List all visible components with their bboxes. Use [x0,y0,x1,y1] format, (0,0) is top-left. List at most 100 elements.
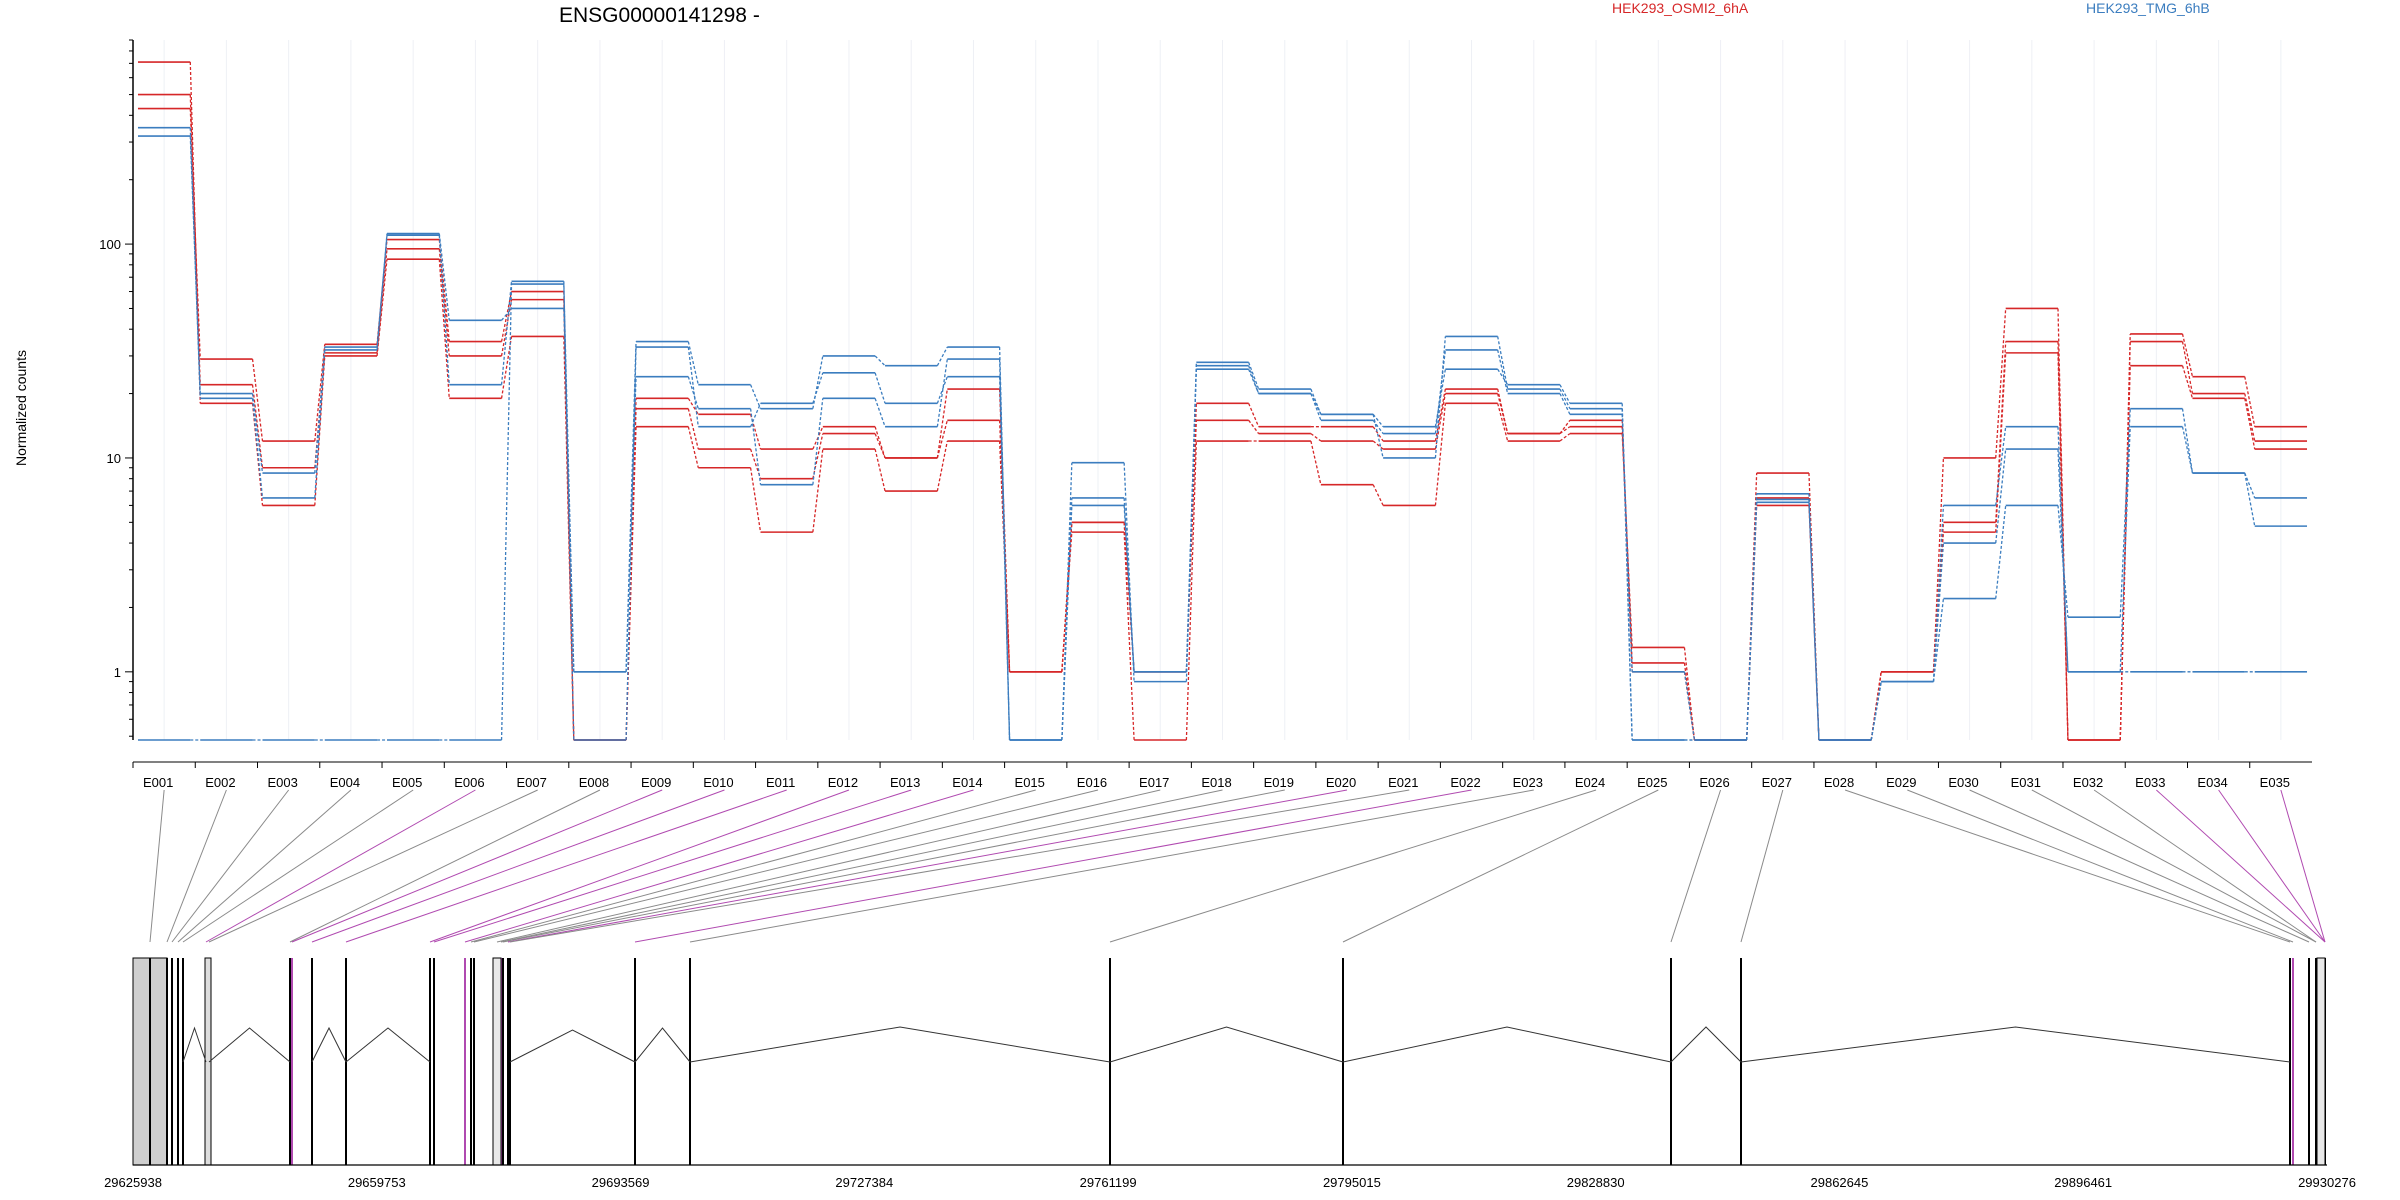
exon-connector [2031,789,2317,943]
intron-line [1342,1026,1672,1063]
series-transition [2119,426,2131,672]
series-transition [1061,497,1073,741]
exon-connector [500,789,1223,943]
x-tick-label: E023 [1513,775,1543,790]
series-transition [874,398,886,427]
x-tick-label: E017 [1139,775,1169,790]
series-transition [1808,499,1820,741]
series-transition [936,388,948,459]
series-transition [812,355,824,409]
x-tick-label: E002 [205,775,235,790]
series-transition [2057,426,2069,672]
series-transition [625,341,637,672]
series-transition [438,233,450,321]
x-tick-label: E018 [1201,775,1231,790]
coordinate-label: 29761199 [1080,1175,1137,1190]
series-transition [1185,365,1198,672]
series-transition [1559,433,1571,442]
x-tick-label: E007 [516,775,546,790]
x-tick-label: E031 [2011,775,2041,790]
exon-connector [311,789,725,943]
y-tick-label: 10 [107,451,121,466]
intron-line [509,1029,636,1063]
series-transition [1310,440,1322,485]
series-transition [1683,671,1696,741]
series-transition [1932,598,1945,682]
series-transition [189,108,201,360]
x-tick-label: E035 [2260,775,2290,790]
series-transition [749,384,762,409]
exon-connector [496,789,1161,943]
exon-connector [208,789,538,943]
series-transition [189,62,201,404]
series-transition [625,347,637,741]
x-tick-label: E019 [1264,775,1294,790]
x-tick-label: E008 [579,775,609,790]
coordinate-label: 29693569 [592,1175,650,1190]
intron-line [345,1027,431,1063]
series-transition [1559,384,1571,404]
grid-lines [163,40,2282,740]
series-transition [251,384,264,468]
intron-line [311,1026,347,1063]
series-transition [687,426,699,468]
series-transition [1621,414,1633,672]
x-tick-label: E004 [330,775,360,790]
intron-line [1740,1026,2291,1063]
series-transition [1372,426,1384,442]
series-transition [251,398,264,499]
exon-connector [171,789,290,943]
exon-connector [433,789,912,943]
exon-connector [1342,789,1659,943]
exon-connector [509,789,1410,943]
exon-connector [429,789,850,943]
series-transition [1497,403,1509,442]
series-transition [874,372,886,404]
series-transition [1746,499,1758,741]
series-transition [687,341,699,385]
series-transition [874,355,886,367]
intron-line [1670,1026,1742,1063]
exon-connector [345,789,787,943]
series-transition [563,281,575,741]
series-transition [687,408,699,450]
x-tick-label: E021 [1388,775,1418,790]
series-transition [1434,388,1447,442]
series-transition [1372,419,1384,434]
series-transition [874,426,886,459]
series-transition [500,284,513,741]
series-transition [687,346,699,427]
series-transition [376,233,388,350]
series-transition [1434,336,1447,459]
x-tick-label: E005 [392,775,422,790]
series-transition [1310,388,1322,415]
exon-connector [1969,789,2310,943]
series-transition [376,259,388,356]
x-tick-label: E022 [1450,775,1480,790]
series-transition [2119,333,2131,741]
exon-connector [1109,789,1597,943]
series-transition [936,420,948,459]
series-transition [1621,426,1633,664]
x-tick-label: E016 [1077,775,1107,790]
x-tick-label: E029 [1886,775,1916,790]
series-transition [1497,388,1509,434]
x-tick-label: E024 [1575,775,1605,790]
x-tick-label: E011 [766,775,795,790]
series-transition [1123,497,1135,672]
series-transition [251,358,264,442]
intron-line [689,1026,1111,1063]
coordinate-label: 29896461 [2054,1175,2112,1190]
series-transition [2181,426,2194,474]
exon-connector [464,789,974,943]
series-transition [500,336,513,399]
exon-connector [1670,789,1722,943]
series-transition [874,448,886,492]
x-tick-label: E030 [1948,775,1978,790]
exon-connector [166,789,227,943]
series-transition [1497,336,1509,390]
series-transition [1310,393,1322,421]
x-tick-label: E013 [890,775,920,790]
exon-connector [2156,789,2326,943]
series-transition [376,235,388,348]
